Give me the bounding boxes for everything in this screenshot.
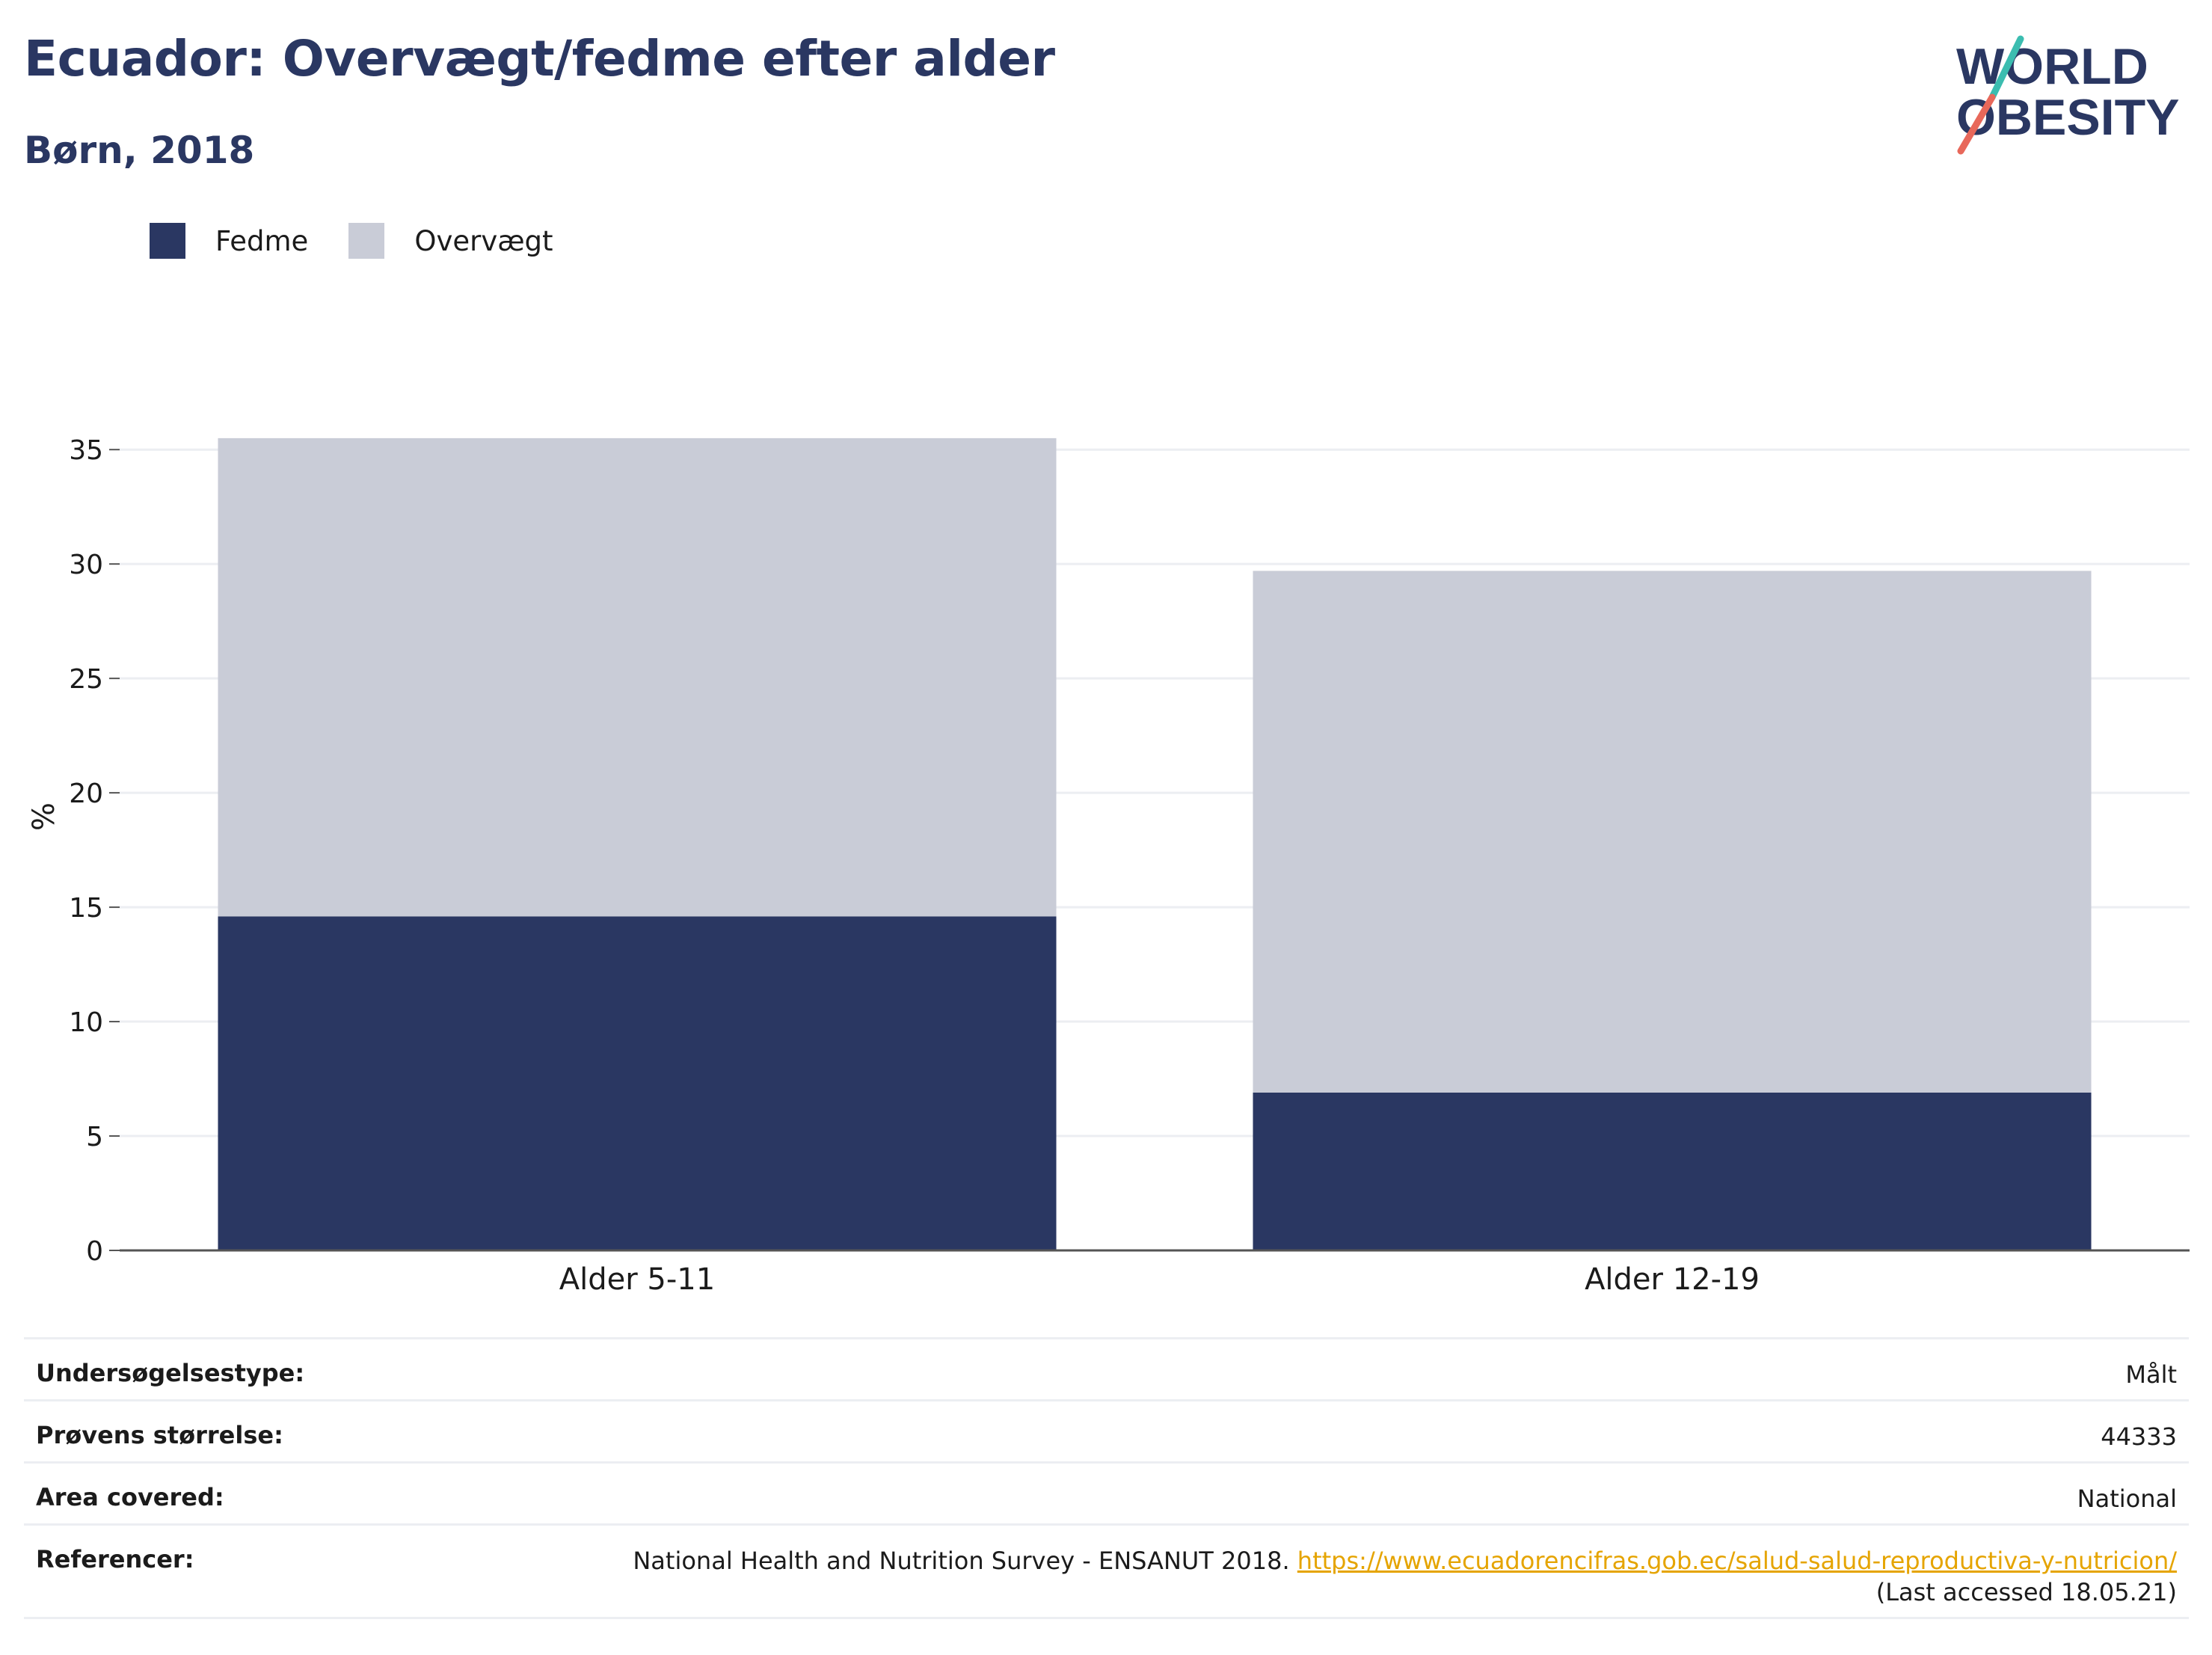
meta-value: 44333 bbox=[2101, 1422, 2177, 1451]
reference-value: National Health and Nutrition Survey - E… bbox=[633, 1545, 2177, 1608]
y-tick-label: 5 bbox=[86, 1122, 103, 1152]
bar-overvægt-2 bbox=[1253, 571, 2092, 1093]
bar-fedme-2 bbox=[1253, 1092, 2092, 1250]
meta-row-survey-type: Undersøgelsestype: Målt bbox=[24, 1337, 2189, 1399]
reference-link[interactable]: https://www.ecuadorencifras.gob.ec/salud… bbox=[1297, 1547, 2177, 1575]
bar-fedme-1 bbox=[218, 916, 1057, 1250]
legend-item-overvaegt[interactable]: Overvægt bbox=[348, 223, 553, 259]
y-tick-label: 35 bbox=[69, 435, 103, 466]
legend-label-fedme: Fedme bbox=[215, 224, 309, 257]
meta-value: Målt bbox=[2125, 1360, 2177, 1389]
legend-item-fedme[interactable]: Fedme bbox=[150, 223, 308, 259]
y-tick-label: 25 bbox=[69, 664, 103, 695]
logo-slash-bottom bbox=[1957, 93, 1996, 155]
x-axis: Alder 5-11 Alder 12-19 bbox=[120, 1249, 2190, 1297]
logo-slash-top bbox=[1988, 35, 2024, 101]
y-tick-label: 20 bbox=[69, 779, 103, 809]
bar-overvægt-1 bbox=[218, 437, 1057, 917]
meta-row-references: Referencer: National Health and Nutritio… bbox=[24, 1523, 2189, 1619]
meta-value: National bbox=[2077, 1484, 2177, 1513]
x-tick-label: Alder 12-19 bbox=[1585, 1262, 1760, 1297]
metadata-table: Undersøgelsestype: Målt Prøvens størrels… bbox=[24, 1337, 2189, 1619]
meta-label: Area covered: bbox=[36, 1483, 224, 1511]
meta-label: Referencer: bbox=[36, 1545, 194, 1573]
chart-legend: Fedme Overvægt bbox=[150, 223, 594, 259]
y-tick-label: 10 bbox=[69, 1007, 103, 1038]
world-obesity-logo: WORLD OBESITY bbox=[1956, 35, 2180, 155]
logo-word-world: WORLD bbox=[1956, 38, 2148, 95]
chart-subtitle: Børn, 2018 bbox=[24, 129, 255, 172]
legend-label-overvaegt: Overvægt bbox=[414, 224, 553, 257]
meta-row-area-covered: Area covered: National bbox=[24, 1461, 2189, 1523]
meta-label: Undersøgelsestype: bbox=[36, 1359, 305, 1387]
y-axis-label: % bbox=[27, 802, 61, 831]
bar-chart: 0 5 10 15 20 25 30 35 Alder 5-11 Alder 12-19 % bbox=[27, 435, 2190, 1297]
y-tick-label: 15 bbox=[69, 893, 103, 924]
reference-accessed: (Last accessed 18.05.21) bbox=[1875, 1578, 2177, 1606]
bars bbox=[218, 437, 2092, 1250]
chart-title: Ecuador: Overvægt/fedme efter alder bbox=[24, 30, 1055, 87]
y-tick-label: 30 bbox=[69, 550, 103, 580]
meta-label: Prøvens størrelse: bbox=[36, 1421, 283, 1449]
legend-swatch-fedme bbox=[150, 223, 185, 259]
y-tick-label: 0 bbox=[86, 1236, 103, 1267]
y-axis: 0 5 10 15 20 25 30 35 bbox=[69, 435, 120, 1267]
reference-text: National Health and Nutrition Survey - E… bbox=[633, 1547, 1290, 1575]
legend-swatch-overvaegt bbox=[348, 223, 385, 259]
meta-row-sample-size: Prøvens størrelse: 44333 bbox=[24, 1399, 2189, 1461]
x-tick-label: Alder 5-11 bbox=[559, 1262, 715, 1297]
